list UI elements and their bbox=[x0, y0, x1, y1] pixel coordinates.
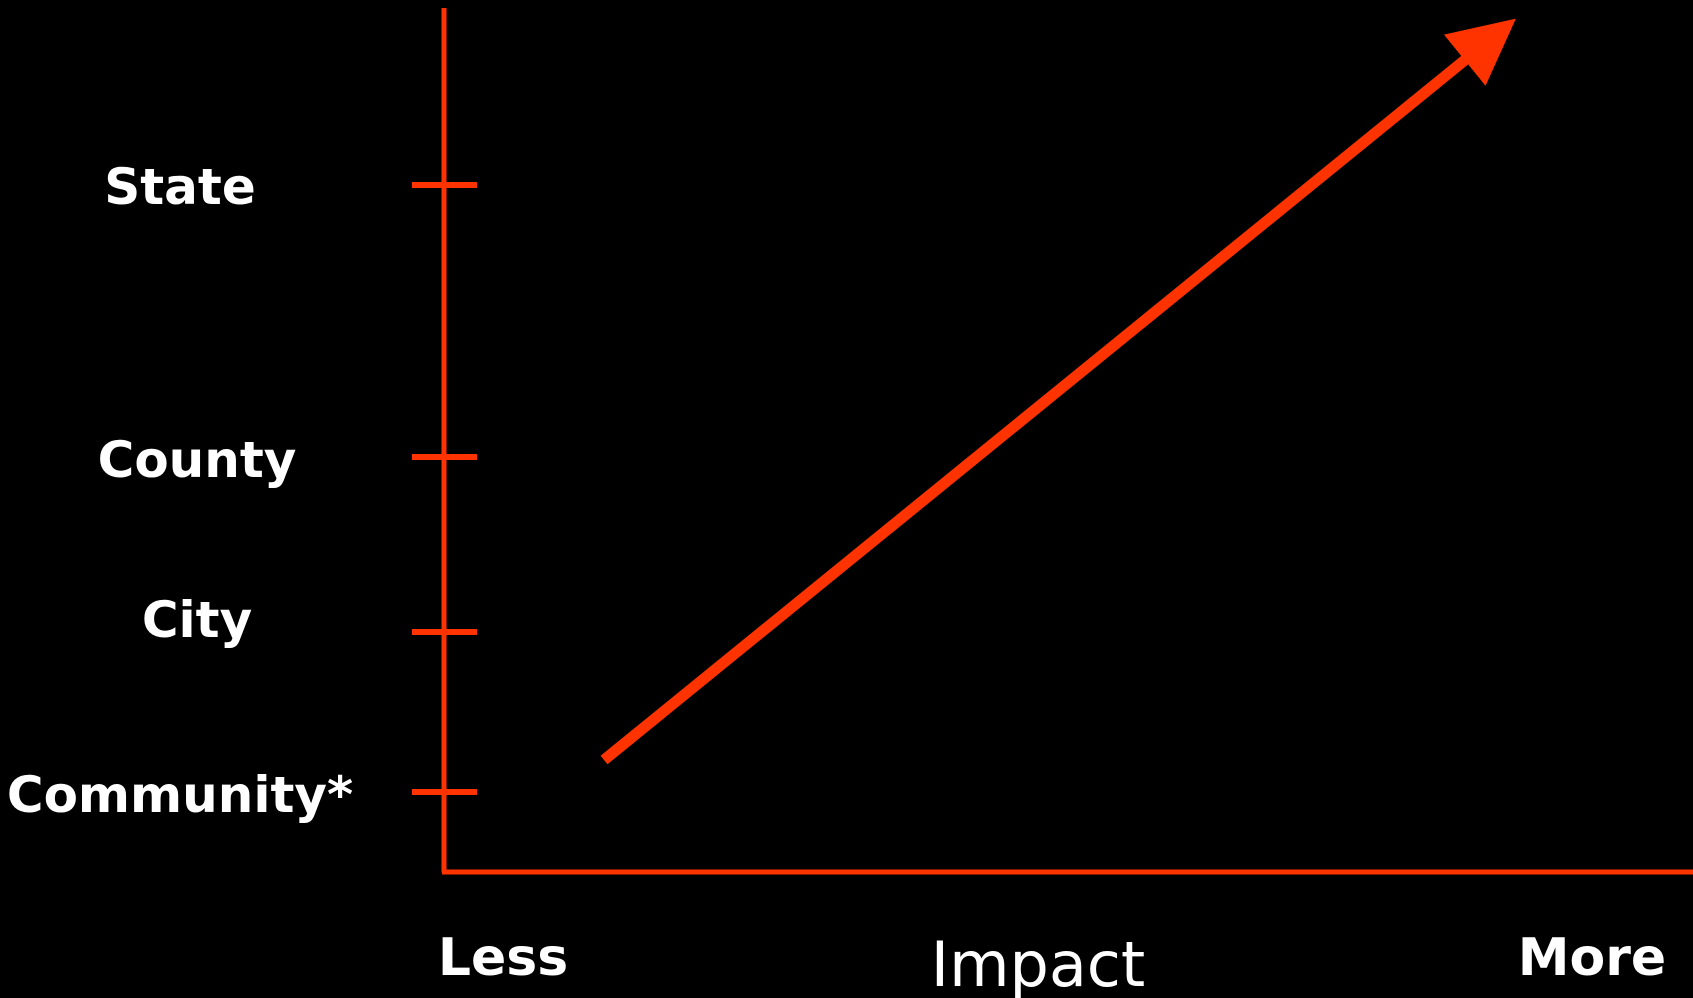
level-label-city: City bbox=[142, 591, 252, 649]
level-label-county: County bbox=[98, 431, 297, 489]
x-axis-start-label: Less bbox=[438, 928, 568, 988]
level-label-community: Community* bbox=[7, 766, 353, 824]
x-axis-end-label: More bbox=[1518, 928, 1666, 988]
x-axis-title: Impact bbox=[931, 928, 1145, 998]
level-label-state: State bbox=[104, 158, 255, 216]
trend-arrow bbox=[600, 18, 1516, 765]
